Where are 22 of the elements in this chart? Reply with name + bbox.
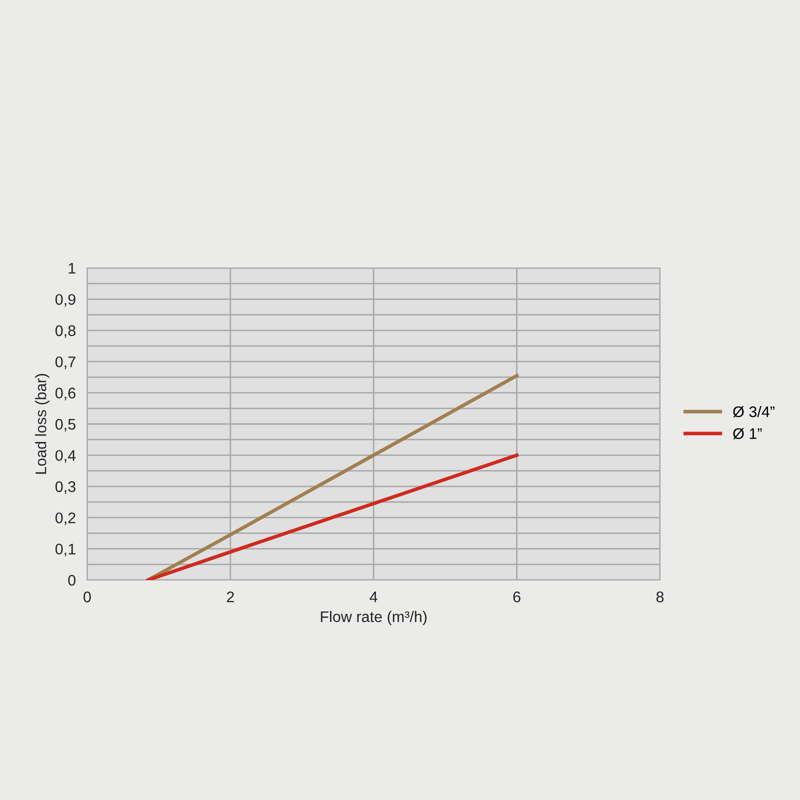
y-tick-label: 0,2 (55, 512, 76, 526)
y-tick-label: 0,3 (55, 481, 76, 494)
line-series (146, 453, 519, 580)
x-axis-title: Flow rate (m³/h) (320, 610, 427, 626)
y-tick-label: 0,4 (55, 450, 76, 463)
y-tick-label: 1 (68, 263, 76, 274)
y-axis-title: Load loss (bar) (35, 374, 50, 474)
y-tick-label: 0,9 (55, 294, 76, 307)
line-series (146, 374, 519, 580)
y-tick-label: 0,6 (55, 388, 76, 400)
legend-label: Ø 3/4” (733, 406, 774, 418)
y-tick-label: 0,7 (55, 356, 76, 370)
x-tick-label: 0 (84, 592, 91, 602)
y-tick-label: 0,1 (55, 544, 76, 556)
x-tick-label: 2 (226, 592, 234, 602)
y-tick-label: 0 (68, 574, 76, 586)
x-tick-label: 6 (513, 592, 520, 602)
y-tick-label: 0,8 (55, 325, 76, 338)
x-tick-label: 4 (370, 592, 378, 602)
y-tick-label: 0,5 (55, 418, 76, 432)
x-tick-label: 8 (656, 592, 664, 602)
legend-label: Ø 1” (733, 428, 762, 440)
